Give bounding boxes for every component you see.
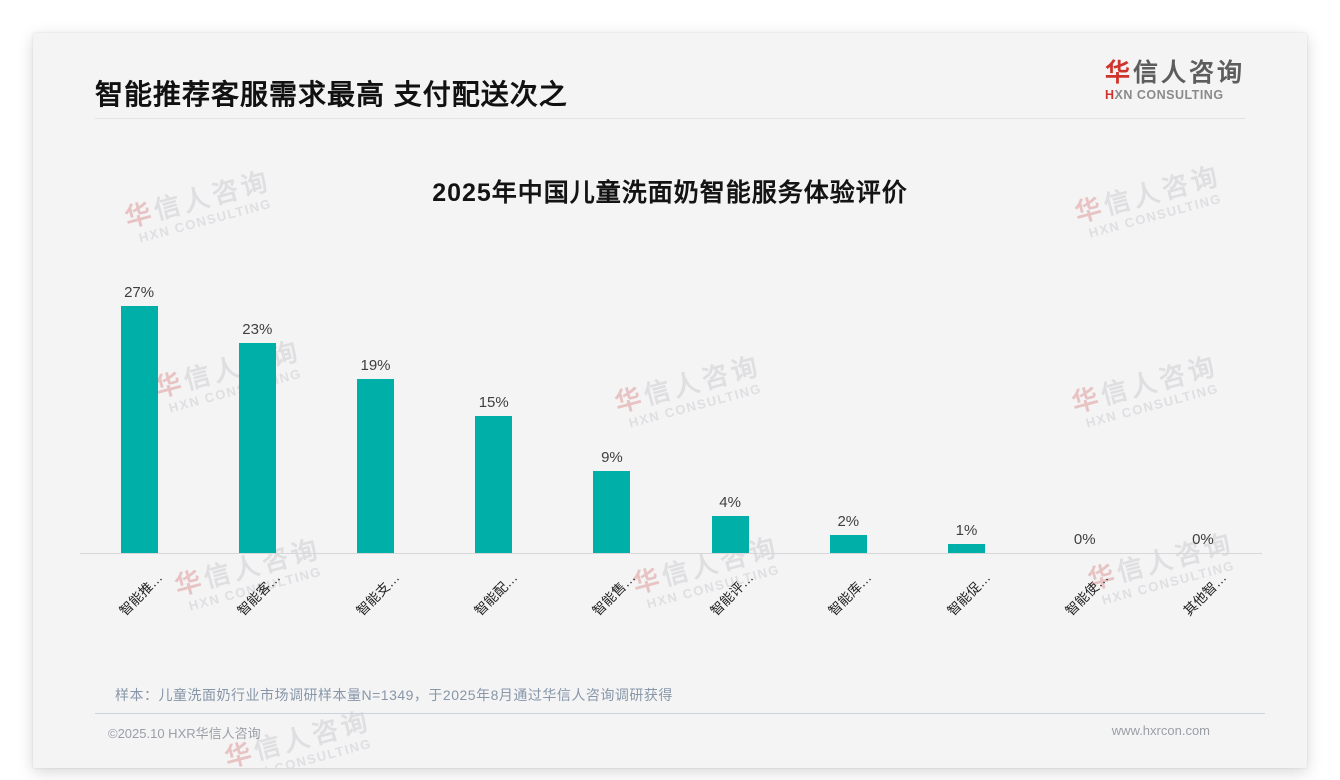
bar-slot: 19% 智能支… — [316, 279, 434, 619]
website-text: www.hxrcon.com — [1111, 723, 1210, 738]
bar-value-label: 9% — [601, 449, 623, 466]
bar-slot: 4% 智能评… — [671, 279, 789, 619]
bar-slot: 23% 智能客… — [198, 279, 316, 619]
bar-value-label: 19% — [360, 357, 391, 374]
logo-subtitle: HXN CONSULTING — [1104, 87, 1224, 102]
bar-value-label: 1% — [955, 522, 978, 539]
chart-title: 2025年中国儿童洗面奶智能服务体验评价 — [432, 179, 908, 207]
bar-slot: 0% 智能使… — [1026, 279, 1144, 619]
x-axis-label: 智能使… — [1062, 569, 1112, 619]
bar-slot: 1% 智能促… — [907, 279, 1025, 619]
footer-divider — [95, 713, 1265, 714]
bar-value-label: 27% — [124, 284, 155, 301]
x-axis-label: 智能配… — [471, 569, 521, 619]
bar-slot: 9% 智能售… — [553, 279, 671, 619]
x-axis-label: 智能促… — [944, 569, 993, 619]
bar — [593, 471, 631, 553]
x-axis-label: 智能售… — [589, 569, 639, 619]
bar — [475, 416, 513, 553]
x-axis-label: 其他智… — [1180, 569, 1230, 619]
page-title: 智能推荐客服需求最高 支付配送次之 — [95, 79, 568, 110]
bar-value-label: 23% — [242, 321, 273, 338]
bar-value-label: 0% — [1192, 531, 1214, 548]
bar — [948, 544, 986, 553]
x-axis-label: 智能客… — [234, 569, 284, 619]
x-axis-label: 智能库… — [825, 569, 875, 619]
bar — [357, 379, 394, 553]
logo-brand-text: 华信人咨询 — [1104, 59, 1245, 87]
bar-slot: 0% 其他智… — [1144, 279, 1262, 619]
bar — [711, 516, 749, 553]
sample-note: 样本：儿童洗面奶行业市场调研样本量N=1349，于2025年8月通过华信人咨询调… — [115, 687, 673, 703]
company-logo: 华信人咨询 HXN CONSULTING — [1105, 59, 1245, 102]
copyright-text: ©2025.10 HXR华信人咨询 — [108, 726, 261, 741]
bar-value-label: 0% — [1073, 531, 1096, 548]
bar-chart: 27% 智能推… 23% 智能客… 19% 智能支… 15% 智能配… 9% 智能售… 4% 智能评…… — [80, 279, 1262, 619]
bar-value-label: 2% — [837, 513, 860, 530]
header-divider — [95, 118, 1245, 119]
bar-slot: 15% 智能配… — [435, 279, 553, 619]
bar-value-label: 15% — [478, 394, 509, 411]
bar-slot: 27% 智能推… — [80, 279, 198, 619]
bar — [120, 306, 158, 553]
x-axis-label: 智能支… — [353, 569, 402, 619]
x-axis-label: 智能推… — [116, 569, 166, 619]
slide-card: 智能推荐客服需求最高 支付配送次之 华信人咨询 HXN CONSULTING 2… — [33, 33, 1307, 768]
bar-slot: 2% 智能库… — [789, 279, 907, 619]
bar-value-label: 4% — [719, 494, 741, 511]
bar — [238, 343, 276, 553]
x-axis-line — [80, 553, 1262, 554]
bar — [829, 535, 867, 553]
x-axis-label: 智能评… — [707, 569, 757, 619]
